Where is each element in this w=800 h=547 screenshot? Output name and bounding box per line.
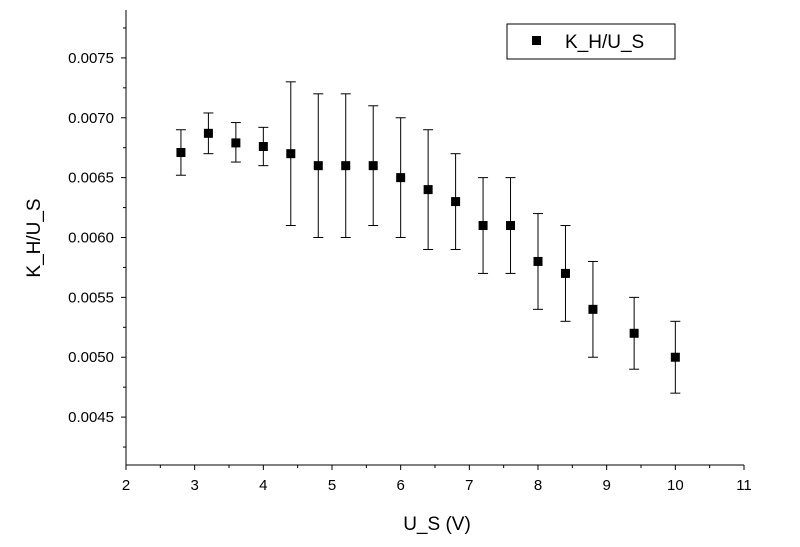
data-point (230, 122, 241, 163)
data-point (175, 129, 186, 176)
square-marker (368, 161, 378, 171)
square-marker (478, 221, 488, 231)
data-point (368, 105, 379, 227)
y-tick-label: 0.0075 (68, 50, 114, 67)
data-point (395, 117, 406, 238)
square-marker (286, 149, 296, 159)
square-marker (506, 221, 516, 231)
x-tick-label: 4 (259, 477, 267, 494)
data-point (423, 129, 434, 250)
data-point (340, 93, 351, 238)
data-point (560, 225, 571, 322)
square-marker (588, 304, 598, 314)
square-marker (670, 352, 680, 362)
square-marker (341, 161, 351, 171)
square-marker (533, 256, 543, 266)
square-marker (423, 185, 433, 195)
x-tick-label: 11 (736, 477, 752, 494)
square-marker (313, 161, 323, 171)
axes (125, 10, 744, 466)
square-marker (176, 147, 186, 157)
data-point (505, 177, 516, 274)
data-point (450, 153, 461, 250)
x-tick-label: 2 (122, 477, 130, 494)
y-tick-label: 0.0070 (68, 110, 114, 127)
y-tick-label: 0.0065 (68, 170, 114, 187)
square-marker (560, 268, 570, 278)
data-point (285, 81, 296, 227)
y-axis-title: K_H/U_S (24, 198, 45, 277)
square-marker (258, 142, 268, 151)
x-tick-label: 7 (465, 477, 473, 494)
x-tick-label: 10 (667, 477, 684, 494)
y-tick-label: 0.0055 (68, 289, 114, 306)
square-marker (451, 197, 461, 207)
x-axis-title: U_S (V) (403, 514, 471, 535)
square-marker (231, 138, 241, 148)
x-tick-label: 9 (602, 477, 610, 494)
square-marker (629, 328, 639, 338)
y-tick-label: 0.0060 (68, 230, 114, 247)
x-tick-label: 5 (328, 477, 336, 494)
y-tick-label: 0.0045 (68, 409, 114, 426)
y-ticks: 0.0045 0.0050 0.0055 0.0060 0.0065 0.0070 0.00… (68, 27, 126, 448)
data-point (258, 126, 269, 167)
square-marker (203, 128, 213, 138)
x-tick-label: 6 (396, 477, 404, 494)
legend: K_H/U_S (506, 23, 676, 60)
data-point (629, 296, 640, 370)
data-point (533, 213, 543, 310)
data-point (313, 93, 324, 238)
x-tick-label: 3 (190, 477, 198, 494)
legend-marker (532, 36, 541, 45)
square-marker (396, 173, 406, 183)
data-point (478, 177, 489, 274)
data-point (670, 320, 681, 394)
x-ticks: 2 3 4 5 6 7 8 9 10 11 (122, 465, 752, 494)
data-point (587, 260, 598, 358)
data-point (203, 112, 214, 155)
y-tick-label: 0.0050 (68, 349, 114, 366)
data-marks (175, 81, 681, 394)
x-tick-label: 8 (534, 477, 542, 494)
legend-label: K_H/U_S (565, 32, 644, 53)
